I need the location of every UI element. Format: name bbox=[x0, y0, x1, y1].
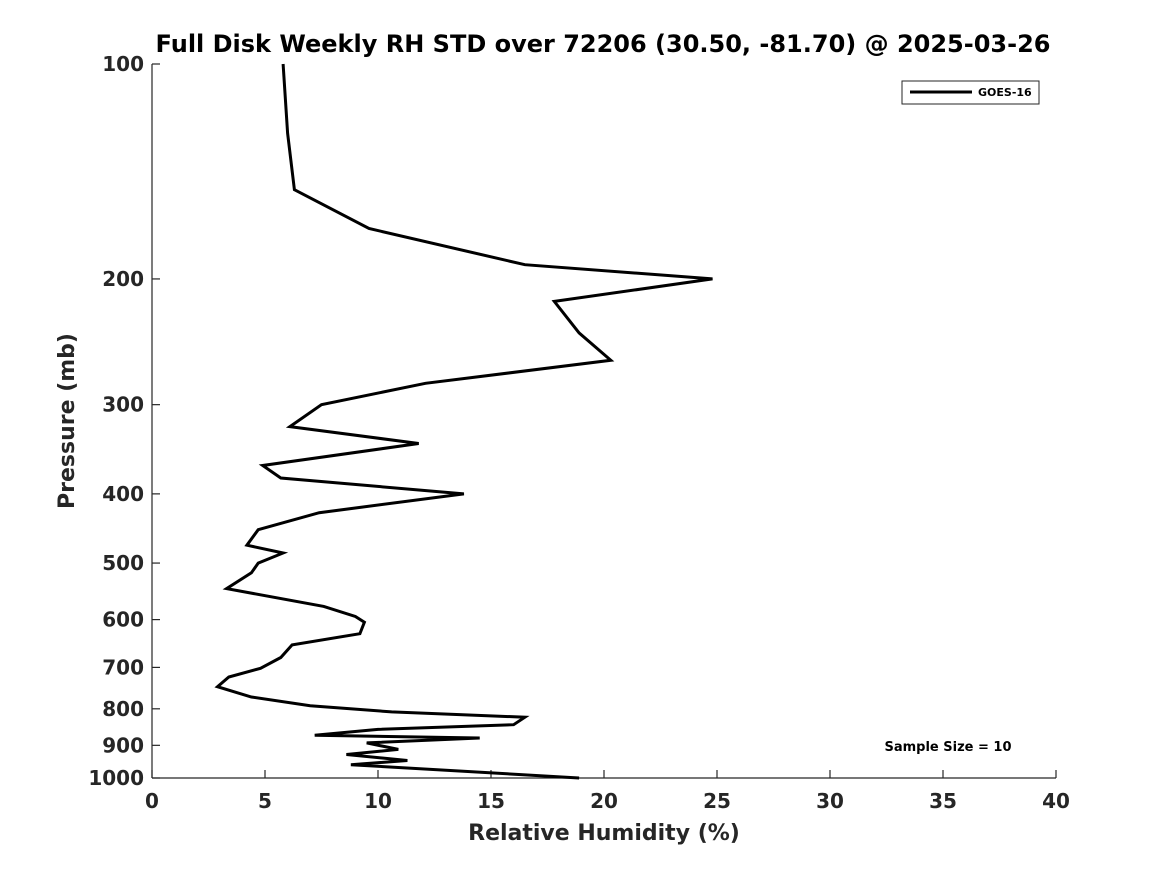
y-tick-label: 300 bbox=[102, 393, 144, 417]
y-tick-label: 1000 bbox=[88, 766, 144, 790]
y-tick-label: 700 bbox=[102, 655, 144, 679]
x-tick-label: 30 bbox=[816, 789, 844, 813]
legend-label: GOES-16 bbox=[978, 86, 1032, 99]
x-tick-label: 10 bbox=[364, 789, 392, 813]
y-ticks: 100 200 300 400 500 600 700 800 900 1000 bbox=[88, 52, 160, 790]
x-ticks: 0 5 10 15 20 25 30 35 40 bbox=[145, 770, 1070, 813]
series-layer bbox=[214, 63, 713, 780]
y-tick-label: 800 bbox=[102, 697, 144, 721]
x-tick-label: 0 bbox=[145, 789, 159, 813]
chart-title: Full Disk Weekly RH STD over 72206 (30.5… bbox=[156, 30, 1051, 58]
x-tick-label: 40 bbox=[1042, 789, 1070, 813]
y-tick-label: 600 bbox=[102, 608, 144, 632]
legend: GOES-16 bbox=[901, 80, 1040, 105]
series-line-goes-16 bbox=[214, 63, 713, 780]
sample-size-annotation: Sample Size = 10 bbox=[884, 740, 1011, 755]
y-axis-label: Pressure (mb) bbox=[55, 333, 80, 509]
x-tick-label: 5 bbox=[258, 789, 272, 813]
x-tick-label: 25 bbox=[703, 789, 731, 813]
y-tick-label: 100 bbox=[102, 52, 144, 76]
y-tick-label: 200 bbox=[102, 267, 144, 291]
x-axis-label: Relative Humidity (%) bbox=[468, 821, 740, 846]
x-tick-label: 15 bbox=[477, 789, 505, 813]
axes bbox=[151, 64, 1056, 779]
y-tick-label: 900 bbox=[102, 733, 144, 757]
x-tick-label: 20 bbox=[590, 789, 618, 813]
y-tick-label: 500 bbox=[102, 551, 144, 575]
y-tick-label: 400 bbox=[102, 482, 144, 506]
x-tick-label: 35 bbox=[929, 789, 957, 813]
